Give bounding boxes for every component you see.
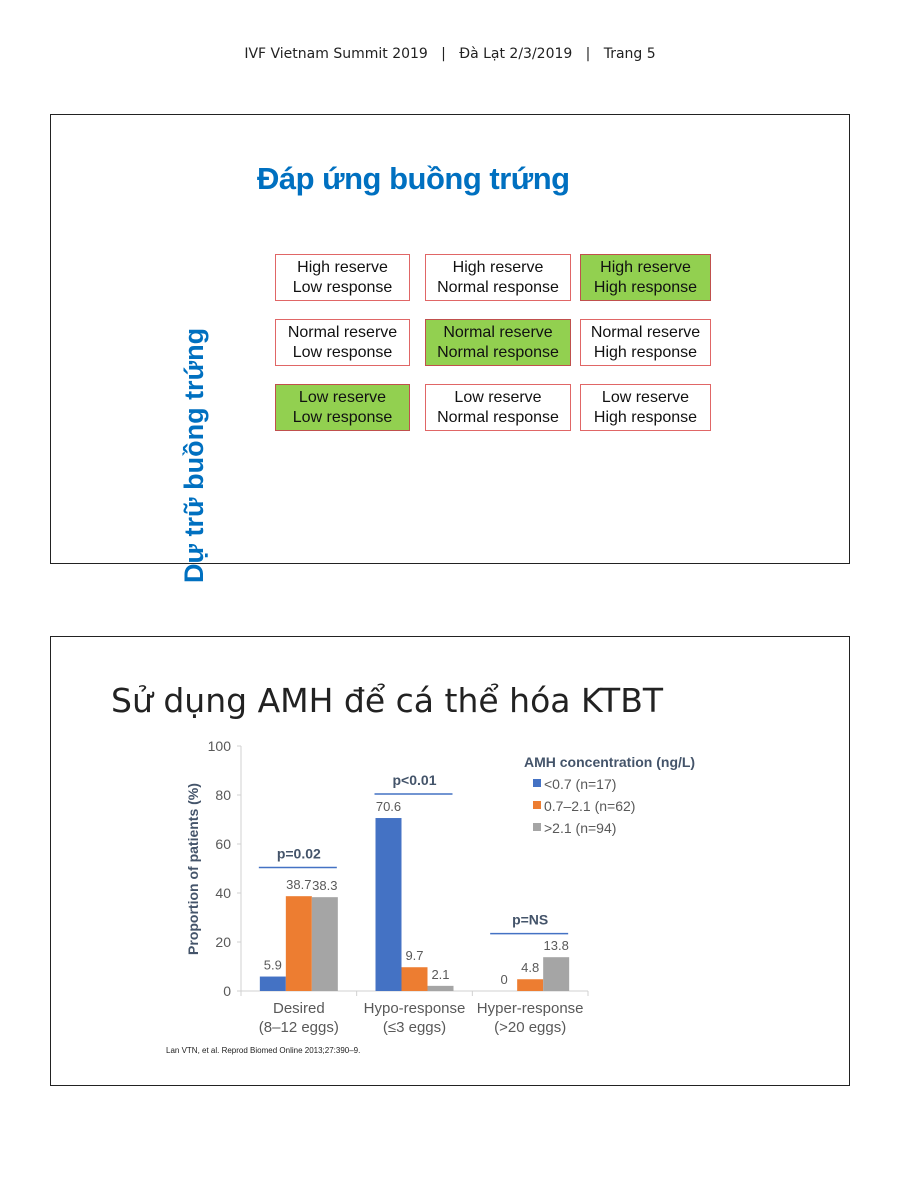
cell-line: Low response	[292, 279, 393, 296]
cell-line: Low reserve	[601, 389, 690, 406]
cell-line: Normal reserve	[590, 324, 701, 341]
grid-cell: High reserve Low response	[275, 254, 410, 301]
page-header: IVF Vietnam Summit 2019 | Đà Lạt 2/3/201…	[244, 46, 656, 62]
cell-line: Normal response	[437, 409, 559, 426]
legend-entry: 0.7–2.1 (n=62)	[544, 798, 635, 814]
grid-cell: Normal reserve Normal response	[425, 319, 571, 366]
p-value-label: p=0.02	[277, 846, 321, 862]
y-axis-label: Proportion of patients (%)	[185, 783, 201, 955]
citation: Lan VTN, et al. Reprod Biomed Online 201…	[166, 1046, 360, 1055]
bar	[259, 976, 286, 991]
legend-title: AMH concentration (ng/L)	[524, 754, 695, 770]
data-label: 13.8	[544, 938, 569, 953]
category-label: Hyper-response	[477, 1000, 584, 1017]
cell-line: High response	[593, 409, 698, 426]
bar	[375, 818, 402, 991]
category-label: (≤3 eggs)	[383, 1019, 446, 1036]
slide-ovarian-response: Đáp ứng buồng trứng Dự trữ buồng trứng H…	[50, 114, 850, 583]
p-value-label: p=NS	[512, 912, 548, 928]
grid-cell: Low reserve Low response	[275, 384, 410, 431]
cell-line: Normal response	[437, 344, 559, 361]
grid-cell: Low reserve Normal response	[425, 384, 571, 431]
data-label: 70.6	[376, 799, 401, 814]
category-label: Hypo-response	[364, 1000, 466, 1017]
legend-swatch	[533, 801, 541, 809]
grid-cell: Normal reserve High response	[580, 319, 711, 366]
cell-line: High response	[593, 279, 698, 296]
cell-line: Normal reserve	[287, 324, 398, 341]
data-label: 9.7	[405, 948, 423, 963]
slide-amh: Sử dụng AMH để cá thể hóa KTBT	[50, 636, 850, 1086]
cell-line: Low reserve	[298, 389, 387, 406]
data-label: 4.8	[521, 960, 539, 975]
data-label: 0	[501, 972, 508, 987]
cell-line: Low response	[292, 409, 393, 426]
legend-entry: <0.7 (n=17)	[544, 776, 616, 792]
y-tick-label: 60	[215, 836, 231, 852]
cell-line: High reserve	[297, 259, 388, 276]
y-tick-label: 100	[208, 738, 232, 754]
cell-line: Low response	[292, 344, 393, 361]
bar	[517, 979, 544, 991]
bar	[401, 967, 428, 991]
cell-line: Low reserve	[454, 389, 542, 406]
grid-cell: Normal reserve Low response	[275, 319, 410, 366]
grid-cell: High reserve High response	[580, 254, 711, 301]
legend-swatch	[533, 779, 541, 787]
data-label: 38.7	[286, 877, 311, 892]
cell-line: Normal response	[437, 279, 559, 296]
legend-entry: >2.1 (n=94)	[544, 820, 616, 836]
y-tick-label: 0	[223, 983, 231, 999]
category-label: (>20 eggs)	[494, 1019, 566, 1036]
cell-line: High response	[593, 344, 698, 361]
legend-swatch	[533, 823, 541, 831]
bar	[427, 985, 454, 991]
bar	[543, 957, 570, 991]
bar	[285, 896, 312, 991]
category-label: Desired	[273, 1000, 325, 1017]
grid-cell: High reserve Normal response	[425, 254, 571, 301]
cell-line: High reserve	[600, 259, 691, 276]
slide-title: Sử dụng AMH để cá thể hóa KTBT	[111, 681, 664, 720]
data-label: 2.1	[431, 967, 449, 982]
p-value-label: p<0.01	[393, 772, 437, 788]
grid-cell: Low reserve High response	[580, 384, 711, 431]
category-label: (8–12 eggs)	[259, 1019, 339, 1036]
y-tick-label: 80	[215, 787, 231, 803]
bar	[311, 897, 338, 991]
data-label: 5.9	[264, 958, 282, 973]
slide-title: Đáp ứng buồng trứng	[257, 161, 570, 196]
y-tick-label: 20	[215, 934, 231, 950]
y-tick-label: 40	[215, 885, 231, 901]
data-label: 38.3	[312, 878, 337, 893]
cell-line: Normal reserve	[443, 324, 553, 341]
cell-line: High reserve	[452, 259, 544, 276]
